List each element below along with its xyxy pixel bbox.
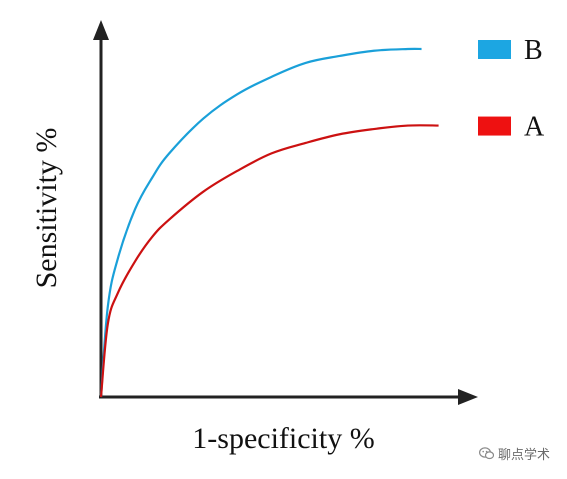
axes (93, 20, 478, 405)
legend: BA (478, 35, 545, 143)
legend-label-a: A (524, 112, 545, 143)
y-axis-label: Sensitivity % (30, 128, 63, 289)
x-axis-arrow (458, 389, 478, 405)
legend-label-b: B (524, 35, 543, 66)
legend-item-b: B (478, 35, 543, 66)
watermark-text: 聊点学术 (497, 448, 550, 463)
series-line-a (99, 124, 439, 398)
x-axis-label: 1-specificity % (192, 422, 375, 455)
watermark: 聊点学术 (478, 444, 550, 463)
wechat-icon (478, 447, 494, 460)
series-layer (99, 47, 439, 398)
legend-swatch-b (478, 40, 511, 59)
y-axis-arrow (93, 20, 109, 40)
series-line-b (99, 47, 422, 398)
legend-item-a: A (478, 112, 545, 143)
legend-swatch-a (478, 116, 511, 136)
